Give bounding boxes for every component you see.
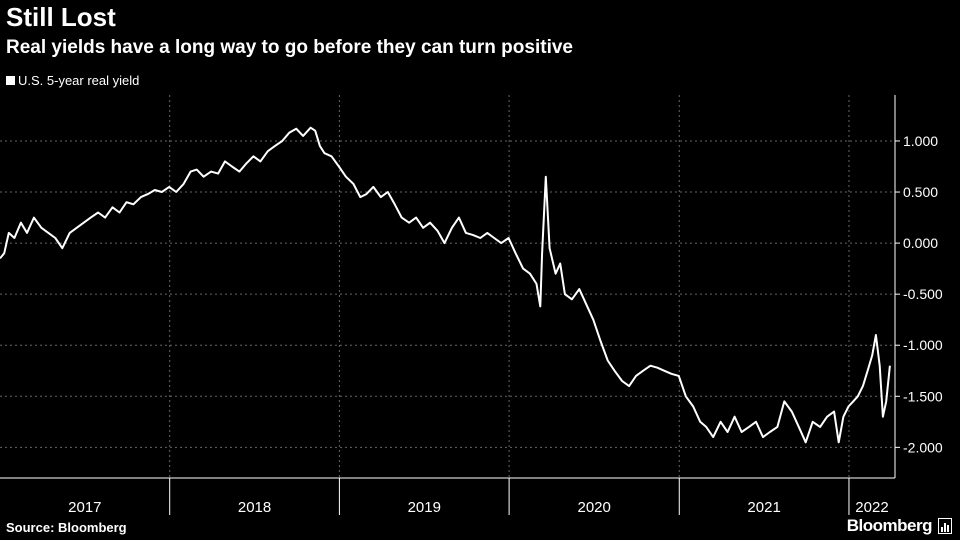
x-tick-label: 2022 bbox=[855, 499, 888, 516]
chart-title: Still Lost bbox=[6, 2, 116, 32]
x-tick-label: 2020 bbox=[577, 499, 610, 516]
chart-icon bbox=[938, 518, 952, 534]
y-tick-label: 0.500 bbox=[903, 184, 938, 200]
legend-label: U.S. 5-year real yield bbox=[18, 73, 140, 88]
y-tick-label: 0.000 bbox=[903, 235, 938, 251]
y-tick-label: -0.500 bbox=[903, 286, 943, 302]
source-note: Source: Bloomberg bbox=[6, 520, 127, 535]
x-tick-label: 2017 bbox=[68, 499, 101, 516]
y-tick-label: -1.500 bbox=[903, 388, 943, 404]
legend-swatch bbox=[6, 76, 15, 85]
series-layer bbox=[0, 126, 891, 444]
x-tick-label: 2021 bbox=[747, 499, 780, 516]
chart-legend: U.S. 5-year real yield bbox=[6, 73, 139, 88]
x-tick-label: 2019 bbox=[408, 499, 441, 516]
x-tick-label: 2018 bbox=[238, 499, 271, 516]
y-tick-label: -2.000 bbox=[903, 439, 943, 455]
chart-subtitle: Real yields have a long way to go before… bbox=[6, 37, 573, 58]
series-line-5y-real-yield bbox=[0, 126, 891, 444]
brand-logo-text: Bloomberg bbox=[846, 516, 933, 535]
y-tick-label: -1.000 bbox=[903, 337, 943, 353]
axes bbox=[0, 95, 900, 515]
y-tick-label: 1.000 bbox=[903, 133, 938, 149]
tick-labels: 1.000 0.500 0.000 -0.500 -1.000 -1.500 -2.000 2… bbox=[68, 133, 943, 516]
grid-lines bbox=[0, 95, 895, 478]
